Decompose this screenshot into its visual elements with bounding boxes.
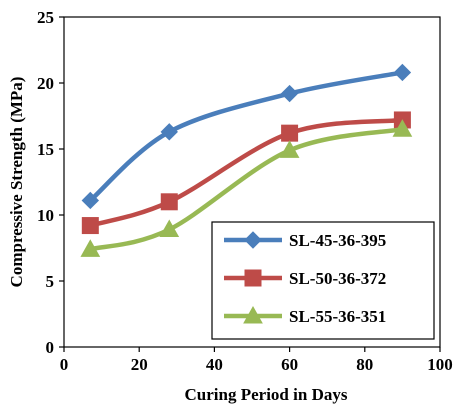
y-axis-title: Compressive Strength (MPa): [7, 77, 26, 288]
x-tick-label: 60: [281, 355, 298, 374]
y-tick-label: 5: [46, 272, 55, 291]
x-tick-label: 100: [427, 355, 453, 374]
legend-item: SL-50-36-372: [224, 269, 386, 288]
legend-item: SL-55-36-351: [224, 305, 386, 326]
series-line: [89, 126, 403, 252]
data-point: [393, 63, 412, 82]
data-point: [159, 219, 180, 238]
x-tick-label: 40: [206, 355, 223, 374]
x-tick-label: 0: [60, 355, 69, 374]
data-point: [279, 140, 300, 158]
legend-label: SL-45-36-395: [289, 231, 386, 250]
y-tick-label: 0: [46, 338, 55, 357]
x-tick-label: 80: [356, 355, 373, 374]
legend-marker: [244, 269, 262, 287]
y-tick-label: 15: [37, 140, 54, 159]
data-point: [80, 239, 101, 257]
x-axis-title: Curing Period in Days: [185, 385, 348, 404]
axes: 0 20 40 60 80 100 0 5 10 15 20 25: [37, 8, 453, 374]
series-SL-55-36-351: [80, 119, 413, 257]
legend-item: SL-45-36-395: [224, 231, 386, 250]
legend: SL-45-36-395 SL-50-36-372 SL-55-36-351: [211, 221, 435, 340]
y-tick-label: 10: [37, 206, 54, 225]
series-SL-45-36-395: [81, 63, 412, 210]
data-point: [392, 119, 413, 137]
series-line: [88, 70, 403, 203]
data-point: [160, 123, 178, 141]
data-point: [160, 193, 178, 211]
data-point: [280, 84, 299, 103]
x-tick-label: 20: [131, 355, 148, 374]
plot-area-border: [63, 16, 441, 348]
series-layer: [80, 63, 413, 257]
series-line: [89, 117, 403, 228]
legend-label: SL-55-36-351: [289, 307, 386, 326]
data-point: [81, 217, 99, 235]
data-point: [81, 191, 100, 210]
legend-marker: [244, 231, 262, 249]
legend-marker: [243, 305, 263, 324]
series-SL-50-36-372: [81, 111, 411, 235]
legend-label: SL-50-36-372: [289, 269, 386, 288]
data-point: [281, 124, 299, 142]
y-tick-label: 20: [37, 74, 54, 93]
y-tick-label: 25: [37, 8, 54, 27]
